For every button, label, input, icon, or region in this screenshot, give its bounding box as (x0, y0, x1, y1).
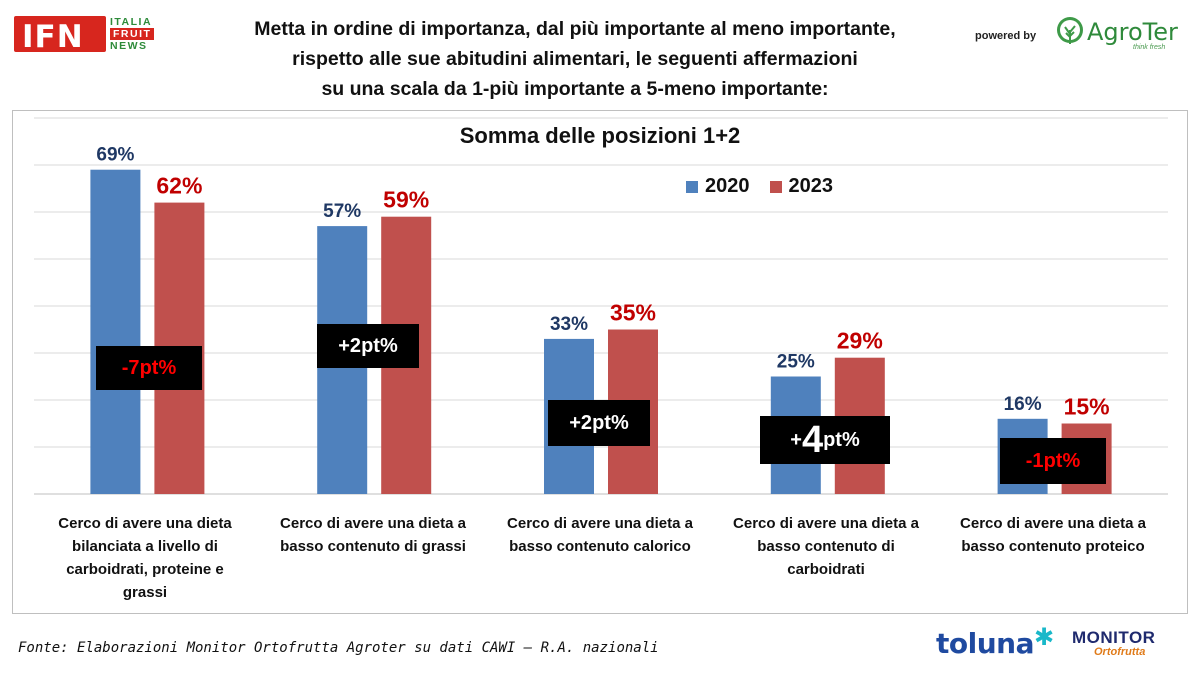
delta-badge: +2 pt% (548, 400, 650, 446)
powered-by-label: powered by (975, 30, 1037, 42)
category-label: Cerco di avere una dieta a basso contenu… (943, 512, 1163, 558)
category-label-line: Cerco di avere una dieta a (507, 515, 693, 532)
legend-label-2023: 2023 (788, 175, 834, 197)
data-label-2023: 62% (156, 173, 202, 199)
data-label-2023: 29% (837, 328, 883, 354)
toluna-logo: toluna✱ (936, 623, 1054, 660)
category-label: Cerco di avere una dieta a basso contenu… (263, 512, 483, 558)
legend-swatch-2023 (769, 180, 782, 193)
category-label-line: bilanciata a livello di (72, 538, 218, 555)
legend-label-2020: 2020 (705, 175, 750, 197)
legend-item-2023: 2023 (769, 175, 834, 198)
agroter-logo-tagline: think fresh (1133, 44, 1166, 51)
data-label-2023: 59% (383, 187, 429, 213)
ifn-logo-line2: FRUIT (110, 28, 155, 40)
category-label-line: basso contenuto calorico (509, 538, 691, 555)
ifn-logo-line3: NEWS (110, 40, 148, 52)
chart-frame (12, 110, 1188, 614)
category-label-line: Cerco di avere una dieta a (280, 515, 466, 532)
category-label: Cerco di avere una dieta bilanciata a li… (35, 512, 255, 604)
delta-number: +2 (338, 334, 362, 357)
category-label: Cerco di avere una dieta a basso contenu… (716, 512, 936, 581)
delta-suffix: pt% (139, 356, 177, 379)
category-label-line: Cerco di avere una dieta a (960, 515, 1146, 532)
category-label: Cerco di avere una dieta a basso contenu… (490, 512, 710, 558)
delta-number: 4 (801, 418, 824, 461)
bar-2020 (90, 169, 141, 494)
delta-suffix: pt% (823, 428, 860, 451)
category-label-line: Cerco di avere una dieta (58, 515, 232, 532)
delta-badge: +2 pt% (317, 324, 419, 368)
agroter-logo-text: AgroTer (1087, 18, 1178, 46)
delta-badge: -7 pt% (96, 346, 202, 390)
delta-badge: +4 pt% (760, 416, 890, 464)
category-label-line: basso contenuto proteico (961, 538, 1145, 555)
delta-suffix: pt% (361, 334, 398, 357)
page-title-line: Metta in ordine di importanza, dal più i… (254, 18, 896, 40)
data-label-2023: 35% (610, 300, 656, 326)
delta-badge: -1 pt% (1000, 438, 1106, 484)
data-label-2020: 16% (1004, 394, 1042, 415)
category-label-line: carboidrati (787, 561, 865, 578)
category-label-line: Cerco di avere una dieta a (733, 515, 919, 532)
data-label-2020: 25% (777, 352, 815, 373)
data-label-2020: 33% (550, 314, 588, 335)
page-title: Metta in ordine di importanza, dal più i… (185, 14, 965, 104)
monitor-logo-subtitle: Ortofrutta (1094, 646, 1146, 658)
legend-swatch-2020 (686, 180, 698, 193)
delta-prefix: + (790, 428, 802, 451)
page-title-line: su una scala da 1-più importante a 5-men… (321, 78, 829, 100)
toluna-logo-text: toluna (936, 627, 1034, 660)
data-label-2020: 57% (323, 201, 361, 222)
chart-legend: 2020 2023 (686, 175, 853, 198)
data-label-2020: 69% (96, 145, 134, 166)
category-label-line: grassi (122, 584, 168, 601)
tree-icon (1057, 17, 1083, 44)
ifn-logo-line1: ITALIA (110, 16, 153, 28)
category-label-line: basso contenuto di (757, 538, 895, 555)
delta-number: +2 (569, 411, 593, 434)
ifn-logo-box: IFN (14, 16, 106, 55)
ifn-logo: IFN ITALIA FRUIT NEWS (10, 12, 155, 56)
category-label-line: basso contenuto di grassi (280, 538, 466, 555)
category-label-line: carboidrati, proteine e (66, 561, 224, 578)
star-icon: ✱ (1033, 623, 1054, 651)
data-label-2023: 15% (1064, 394, 1110, 420)
monitor-logo: MONITOR (1072, 628, 1156, 647)
ifn-logo-text: IFN (22, 19, 84, 55)
agroter-logo: AgroTer think fresh (1055, 14, 1195, 54)
delta-number: -1 (1025, 449, 1044, 472)
delta-suffix: pt% (592, 411, 629, 434)
delta-suffix: pt% (1043, 449, 1081, 472)
source-note: Fonte: Elaborazioni Monitor Ortofrutta A… (18, 640, 659, 656)
page-title-line: rispetto alle sue abitudini alimentari, … (292, 48, 858, 70)
legend-item-2020: 2020 (686, 175, 750, 198)
chart-title: Somma delle posizioni 1+2 (459, 123, 741, 148)
delta-number: -7 (121, 356, 140, 379)
